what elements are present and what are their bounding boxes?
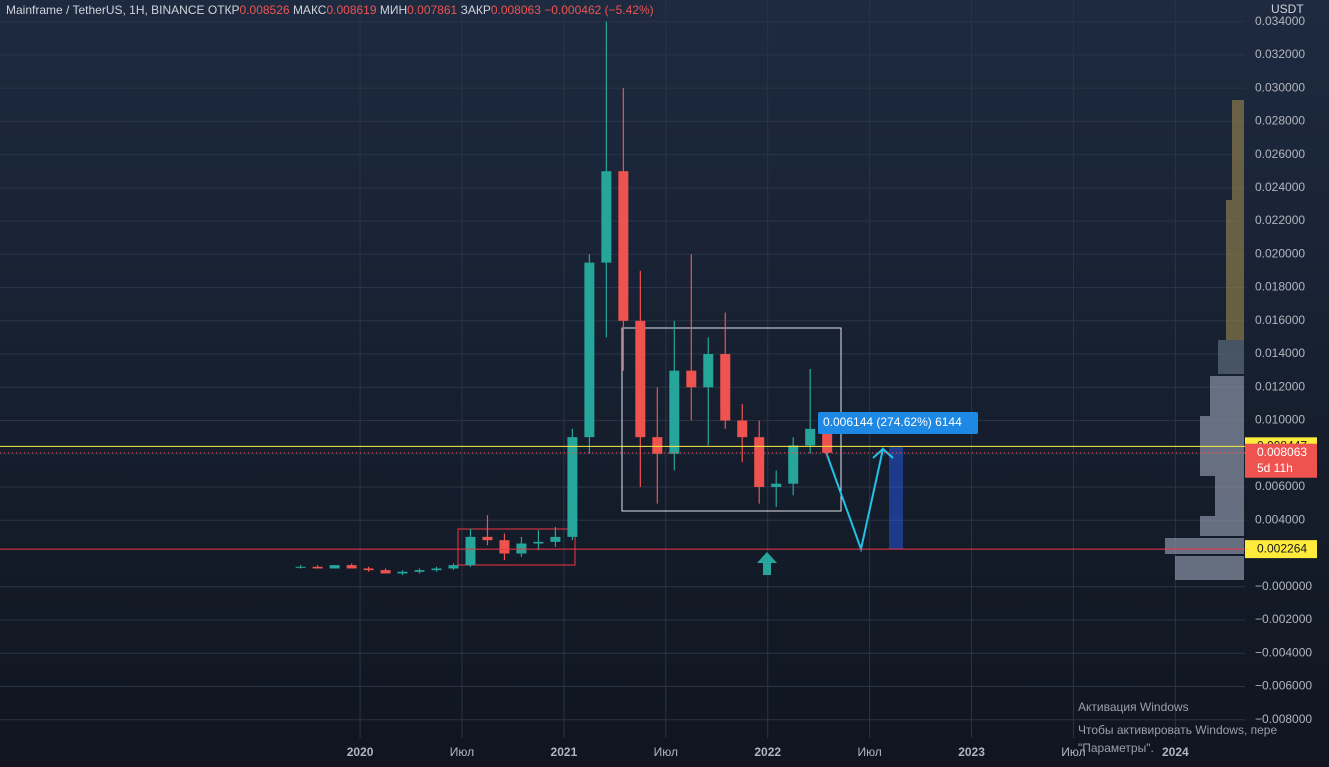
measure-area (889, 447, 903, 549)
candle-body (499, 540, 510, 554)
y-tick-label: −0.002000 (1255, 612, 1312, 626)
x-tick-label: 2023 (958, 745, 985, 759)
arrow-icon (757, 552, 777, 575)
y-tick-label: 0.006000 (1255, 479, 1305, 493)
candle-body (686, 370, 697, 388)
x-tick-label: Июл (450, 745, 474, 759)
y-tick-label: −0.006000 (1255, 679, 1312, 693)
candle-body (397, 571, 408, 574)
label: МАКС (293, 3, 327, 17)
value: 0.008619 (326, 3, 376, 17)
label: ОТКР (208, 3, 240, 17)
candle-body (533, 541, 544, 544)
candle-body (822, 428, 833, 453)
y-tick-label: 0.018000 (1255, 280, 1305, 294)
x-tick-label: Июл (857, 745, 881, 759)
price-label: 0.008063 (1257, 445, 1307, 459)
candle-body (346, 565, 357, 569)
candle-body (584, 262, 595, 438)
candle-body (788, 445, 799, 484)
candle-body (720, 354, 731, 421)
candle-body (754, 437, 765, 488)
price-label: 0.002264 (1257, 541, 1307, 555)
watermark-text: "Параметры". (1078, 741, 1154, 755)
watermark-title: Активация Windows (1078, 700, 1189, 714)
candle-body (652, 437, 663, 454)
x-tick-label: 2020 (347, 745, 374, 759)
candle-body (312, 566, 323, 569)
price-label-box (1245, 540, 1317, 559)
y-tick-label: 0.030000 (1255, 80, 1305, 94)
label: МИН (380, 3, 407, 17)
candle-body (737, 420, 748, 438)
watermark-text: Чтобы активировать Windows, пере (1078, 723, 1277, 737)
candle-body (669, 370, 680, 454)
x-tick-label: Июл (1061, 745, 1085, 759)
price-label-box (1245, 443, 1317, 478)
value: 0.007861 (407, 3, 457, 17)
y-tick-label: 0.010000 (1255, 413, 1305, 427)
candle-body (635, 320, 646, 438)
y-tick-label: 0.004000 (1255, 512, 1305, 526)
y-tick-label: 0.020000 (1255, 246, 1305, 260)
candle-body (414, 570, 425, 572)
candle-body (482, 536, 493, 541)
arrow-head (872, 447, 894, 459)
x-tick-label: Июл (654, 745, 678, 759)
y-unit: USDT (1271, 2, 1304, 16)
y-tick-label: 0.016000 (1255, 313, 1305, 327)
x-tick-label: 2022 (754, 745, 781, 759)
candle-body (771, 483, 782, 488)
candle-body (465, 536, 476, 566)
change: −0.000462 (−5.42%) (544, 3, 653, 17)
volume-profile (1165, 100, 1244, 580)
x-tick-label: 2024 (1162, 745, 1189, 759)
header: Mainframe / TetherUS, 1H, BINANCE ОТКР0.… (6, 3, 654, 17)
label: ЗАКР (461, 3, 491, 17)
y-tick-label: 0.022000 (1255, 213, 1305, 227)
candle-body (550, 536, 561, 542)
candle-body (703, 354, 714, 388)
candle-body (363, 568, 374, 571)
y-tick-label: 0.028000 (1255, 114, 1305, 128)
y-tick-label: 0.024000 (1255, 180, 1305, 194)
measure-label-box (818, 412, 978, 434)
y-tick-label: 0.014000 (1255, 346, 1305, 360)
candle-body (805, 428, 816, 446)
y-tick-label: −0.000000 (1255, 579, 1312, 593)
y-tick-label: −0.004000 (1255, 645, 1312, 659)
symbol: Mainframe / TetherUS, 1H, BINANCE (6, 3, 205, 17)
y-tick-label: 0.012000 (1255, 379, 1305, 393)
candle-body (329, 565, 340, 569)
y-tick-label: 0.026000 (1255, 147, 1305, 161)
range-box (457, 528, 576, 566)
x-tick-label: 2021 (551, 745, 578, 759)
y-tick-label: 0.032000 (1255, 47, 1305, 61)
y-tick-label: 0.034000 (1255, 14, 1305, 28)
measure-label: 0.006144 (274.62%) 6144 (823, 415, 962, 429)
candle-body (567, 437, 578, 537)
candle-body (431, 568, 442, 571)
value: 0.008063 (491, 3, 541, 17)
y-tick-label: −0.008000 (1255, 712, 1312, 726)
countdown: 5d 11h (1257, 461, 1293, 475)
candle-body (448, 565, 459, 569)
candle-body (295, 566, 306, 568)
candle-body (516, 543, 527, 554)
value: 0.008526 (240, 3, 290, 17)
candle-body (601, 171, 612, 263)
candle-body (380, 570, 391, 574)
candle-body (618, 171, 629, 321)
